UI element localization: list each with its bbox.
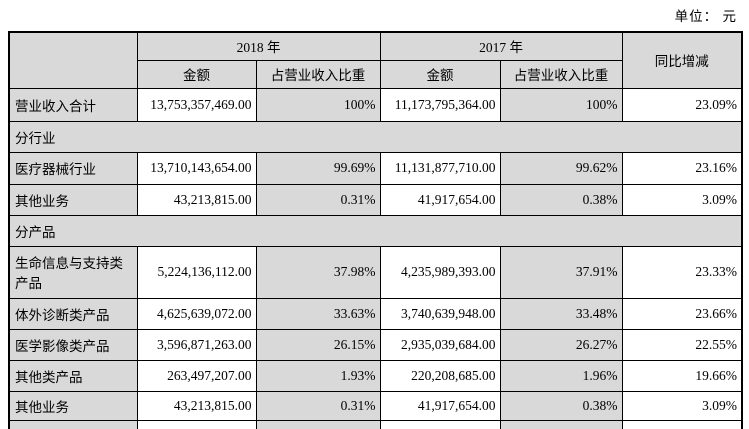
row-label: 医疗器械行业: [8, 151, 138, 185]
ratio-2017: [499, 419, 623, 429]
amount-2017: 3,740,639,948.00: [379, 297, 501, 330]
ratio-2017-header: 占营业收入比重: [499, 59, 623, 89]
header-row-years: 2018 年 2017 年 同比增减: [8, 31, 743, 89]
amount-2018: 5,224,136,112.00: [136, 245, 257, 299]
ratio-2018: 99.69%: [255, 151, 381, 185]
row-label: 生命信息与支持类产品: [8, 245, 138, 299]
ratio-2018: 0.31%: [255, 183, 381, 216]
amount-2017-header: 金额: [379, 59, 501, 89]
corner-cell: [8, 31, 138, 89]
amount-2018: 13,753,357,469.00: [136, 87, 257, 122]
ratio-2018-header: 占营业收入比重: [255, 59, 381, 89]
amount-2018: 43,213,815.00: [136, 183, 257, 216]
ratio-2018: 0.31%: [255, 390, 381, 421]
section-label: 分行业: [8, 120, 743, 153]
amount-2017: 11,173,795,364.00: [379, 87, 501, 122]
table-row: 体外诊断类产品 4,625,639,072.00 33.63% 3,740,639,9…: [8, 297, 743, 330]
section-row: 分产品: [8, 214, 743, 247]
row-label: 体外诊断类产品: [8, 297, 138, 330]
amount-2017: 11,131,877,710.00: [379, 151, 501, 185]
amount-2017: [379, 419, 501, 429]
amount-2017: 41,917,654.00: [379, 390, 501, 421]
yoy-change: 23.09%: [621, 87, 743, 122]
clipped-row: [8, 419, 743, 429]
yoy-change: 19.66%: [621, 359, 743, 392]
ratio-2018: 33.63%: [255, 297, 381, 330]
table-body: 营业收入合计 13,753,357,469.00 100% 11,173,795,36…: [8, 87, 743, 429]
yoy-change-header: 同比增减: [621, 31, 743, 89]
amount-2017: 2,935,039,684.00: [379, 328, 501, 361]
yoy-change: 23.16%: [621, 151, 743, 185]
table-row: 其他类产品 263,497,207.00 1.93% 220,208,685.00 1.…: [8, 359, 743, 392]
year-2018-header: 2018 年: [136, 31, 381, 61]
ratio-2017: 33.48%: [499, 297, 623, 330]
section-row: 分行业: [8, 120, 743, 153]
section-label: 分产品: [8, 214, 743, 247]
amount-2018: [136, 419, 257, 429]
amount-2018: 43,213,815.00: [136, 390, 257, 421]
amount-2018: 263,497,207.00: [136, 359, 257, 392]
amount-2018-header: 金额: [136, 59, 257, 89]
yoy-change: 23.33%: [621, 245, 743, 299]
revenue-breakdown-table: 2018 年 2017 年 同比增减 金额 占营业收入比重 金额 占营业收入比重…: [8, 31, 743, 429]
row-label: 医学影像类产品: [8, 328, 138, 361]
table-row: 其他业务 43,213,815.00 0.31% 41,917,654.00 0.38%…: [8, 183, 743, 216]
amount-2017: 41,917,654.00: [379, 183, 501, 216]
yoy-change: [621, 419, 743, 429]
row-label: 其他类产品: [8, 359, 138, 392]
amount-2017: 4,235,989,393.00: [379, 245, 501, 299]
ratio-2018: 100%: [255, 87, 381, 122]
table-row: 生命信息与支持类产品 5,224,136,112.00 37.98% 4,235,98…: [8, 245, 743, 299]
ratio-2017: 37.91%: [499, 245, 623, 299]
yoy-change: 3.09%: [621, 390, 743, 421]
ratio-2018: 26.15%: [255, 328, 381, 361]
year-2017-header: 2017 年: [379, 31, 623, 61]
row-label: 其他业务: [8, 183, 138, 216]
table-row: 其他业务 43,213,815.00 0.31% 41,917,654.00 0.38%…: [8, 390, 743, 421]
header-row-metrics: 金额 占营业收入比重 金额 占营业收入比重: [9, 59, 742, 89]
ratio-2017: 26.27%: [499, 328, 623, 361]
unit-label: 单位： 元: [674, 9, 737, 24]
yoy-change: 22.55%: [621, 328, 743, 361]
amount-2017: 220,208,685.00: [379, 359, 501, 392]
row-label: [8, 419, 138, 429]
row-label: 营业收入合计: [8, 87, 138, 122]
table-row: 医疗器械行业 13,710,143,654.00 99.69% 11,131,877,…: [8, 151, 743, 185]
table-row: 营业收入合计 13,753,357,469.00 100% 11,173,795,36…: [8, 87, 743, 122]
ratio-2017: 0.38%: [499, 183, 623, 216]
ratio-2018: 37.98%: [255, 245, 381, 299]
ratio-2018: [255, 419, 381, 429]
amount-2018: 3,596,871,263.00: [136, 328, 257, 361]
row-label: 其他业务: [8, 390, 138, 421]
ratio-2017: 1.96%: [499, 359, 623, 392]
yoy-change: 3.09%: [621, 183, 743, 216]
ratio-2017: 100%: [499, 87, 623, 122]
amount-2018: 4,625,639,072.00: [136, 297, 257, 330]
amount-2018: 13,710,143,654.00: [136, 151, 257, 185]
ratio-2018: 1.93%: [255, 359, 381, 392]
table-row: 医学影像类产品 3,596,871,263.00 26.15% 2,935,039,6…: [8, 328, 743, 361]
yoy-change: 23.66%: [621, 297, 743, 330]
ratio-2017: 0.38%: [499, 390, 623, 421]
table-header: 2018 年 2017 年 同比增减 金额 占营业收入比重 金额 占营业收入比重: [8, 31, 743, 89]
ratio-2017: 99.62%: [499, 151, 623, 185]
